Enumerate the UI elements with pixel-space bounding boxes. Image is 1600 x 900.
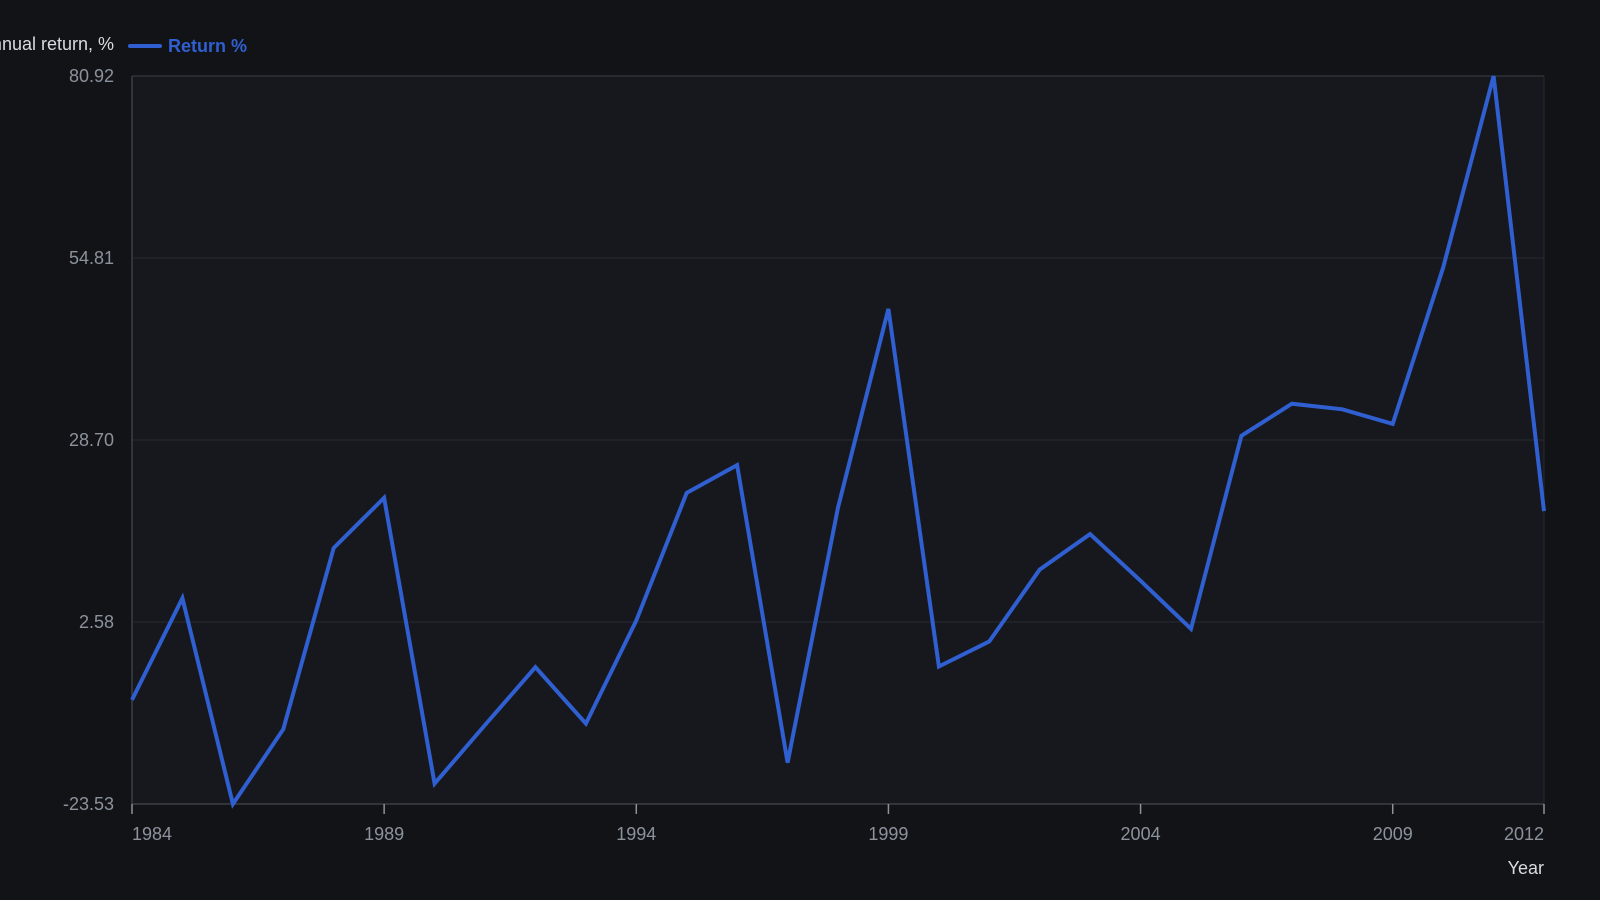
data-point[interactable] (227, 798, 239, 810)
data-point[interactable] (832, 502, 844, 514)
x-tick-label: 2012 (1504, 824, 1544, 844)
x-tick-label: 1994 (616, 824, 656, 844)
y-axis-label: Annual return, % (0, 34, 114, 54)
x-tick-label: 1984 (132, 824, 172, 844)
x-axis-label: Year (1508, 858, 1544, 878)
data-point[interactable] (1437, 262, 1449, 274)
series-group (126, 70, 1550, 810)
data-point[interactable] (529, 661, 541, 673)
data-point[interactable] (681, 487, 693, 499)
y-tick-label: 2.58 (79, 612, 114, 632)
legend: Return % (128, 36, 247, 56)
data-point[interactable] (277, 723, 289, 735)
y-tick-label: 80.92 (69, 66, 114, 86)
data-point[interactable] (1034, 564, 1046, 576)
data-point[interactable] (1336, 403, 1348, 415)
x-tick-label: 2009 (1373, 824, 1413, 844)
data-point[interactable] (580, 718, 592, 730)
data-point[interactable] (378, 492, 390, 504)
data-point[interactable] (328, 542, 340, 554)
data-point[interactable] (1387, 418, 1399, 430)
data-point[interactable] (731, 459, 743, 471)
x-tick-label: 1999 (868, 824, 908, 844)
x-tick-label: 2004 (1121, 824, 1161, 844)
y-tick-labels: -23.53 2.58 28.70 54.81 80.92 (63, 66, 114, 814)
y-tick-label: -23.53 (63, 794, 114, 814)
data-point[interactable] (1235, 430, 1247, 442)
data-point[interactable] (1084, 528, 1096, 540)
data-point[interactable] (882, 303, 894, 315)
data-point[interactable] (429, 778, 441, 790)
x-tick-labels: 1984 1989 1994 1999 2004 2009 2012 (132, 824, 1544, 844)
series-line-0 (130, 75, 1546, 809)
axes (131, 75, 1545, 814)
data-point[interactable] (630, 614, 642, 626)
data-point[interactable] (176, 592, 188, 604)
y-tick-label: 28.70 (69, 430, 114, 450)
x-tick-label: 1989 (364, 824, 404, 844)
data-point[interactable] (479, 719, 491, 731)
data-point[interactable] (1538, 505, 1550, 517)
data-point[interactable] (983, 635, 995, 647)
data-point[interactable] (126, 694, 138, 706)
data-point[interactable] (1286, 398, 1298, 410)
data-point[interactable] (933, 660, 945, 672)
legend-label: Return % (168, 36, 247, 56)
data-point[interactable] (1488, 70, 1500, 82)
data-point[interactable] (1185, 623, 1197, 635)
y-tick-label: 54.81 (69, 248, 114, 268)
data-point[interactable] (782, 757, 794, 769)
data-point[interactable] (1135, 575, 1147, 587)
